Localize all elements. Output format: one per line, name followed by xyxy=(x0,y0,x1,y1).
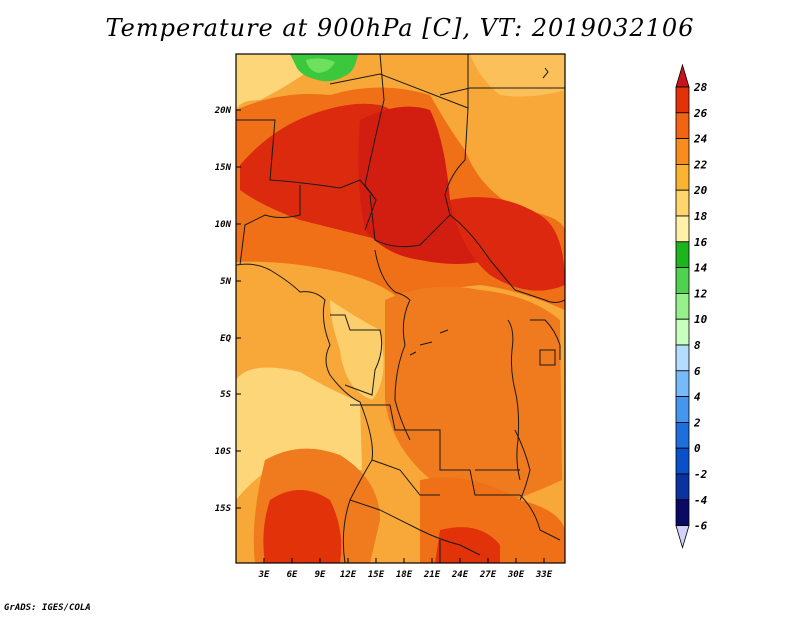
colorbar-label: 10 xyxy=(694,313,708,326)
colorbar-label: 26 xyxy=(693,107,708,120)
colorbar-swatch xyxy=(675,499,690,526)
colorbar-swatch xyxy=(675,344,690,372)
colorbar-swatch xyxy=(675,292,690,320)
lat-label: 10N xyxy=(215,220,232,230)
country-boundaries xyxy=(236,54,565,563)
colorbar-over-arrow xyxy=(675,63,690,88)
colorbar-swatch xyxy=(675,241,690,269)
lat-label: 10S xyxy=(215,447,232,457)
lon-label: 18E xyxy=(396,570,413,580)
colorbar-label: 18 xyxy=(694,210,708,223)
lat-label: 15N xyxy=(215,163,232,173)
colorbar-label: -6 xyxy=(694,520,708,533)
colorbar-swatch xyxy=(675,421,690,449)
colorbar-label: 28 xyxy=(693,81,708,94)
map-title: Temperature at 900hPa [C], VT: 201903210… xyxy=(105,14,695,42)
lon-label: 27E xyxy=(479,570,497,580)
colorbar-label: 20 xyxy=(693,184,708,197)
lat-label: 15S xyxy=(215,504,232,514)
colorbar-under-arrow xyxy=(675,525,690,550)
temperature-field xyxy=(236,54,565,563)
colorbar-label: 6 xyxy=(694,365,701,378)
colorbar-swatch xyxy=(675,189,690,217)
lat-label: 20N xyxy=(214,106,232,116)
lon-label: 33E xyxy=(535,570,553,580)
colorbar-swatch xyxy=(675,473,690,501)
colorbar-swatch xyxy=(675,447,690,475)
lon-label: 30E xyxy=(507,570,525,580)
colorbar-swatch xyxy=(675,318,690,346)
colorbar-label: 14 xyxy=(694,262,708,275)
lon-label: 6E xyxy=(287,570,298,580)
colorbar-label: 12 xyxy=(694,287,708,300)
lat-axis: 20N 15N 10N 5N EQ 5S 10S 15S xyxy=(214,106,232,514)
credit-label: GrADS: IGES/COLA xyxy=(4,603,91,613)
lon-label: 15E xyxy=(368,570,385,580)
lon-label: 9E xyxy=(315,570,326,580)
lat-label: 5S xyxy=(220,390,231,400)
colorbar-swatch xyxy=(675,267,690,294)
colorbar-label: -4 xyxy=(694,494,708,507)
lon-axis: 3E 6E 9E 12E 15E 18E 21E 24E 27E 30E 33E xyxy=(258,570,553,580)
colorbar-swatch xyxy=(675,86,690,114)
lon-label: 3E xyxy=(258,570,270,580)
colorbar-swatch xyxy=(675,396,690,423)
colorbar-label: -2 xyxy=(694,468,708,481)
colorbar-label: 4 xyxy=(694,391,701,404)
colorbar-label: 0 xyxy=(694,442,701,455)
colorbar-swatch xyxy=(675,215,690,243)
lon-label: 12E xyxy=(340,570,357,580)
colorbar-swatch xyxy=(675,138,690,165)
colorbar-label: 24 xyxy=(693,133,708,146)
lat-label: EQ xyxy=(220,334,231,344)
lat-label: 5N xyxy=(220,277,231,287)
lon-label: 24E xyxy=(451,570,469,580)
colorbar-swatch xyxy=(675,112,690,140)
colorbar-swatch xyxy=(675,163,690,191)
colorbar-label: 16 xyxy=(694,236,708,249)
colorbar-swatch xyxy=(675,370,690,397)
map-frame xyxy=(235,53,566,564)
lon-label: 21E xyxy=(423,570,441,580)
colorbar-label: 22 xyxy=(693,158,708,171)
colorbar-label: 8 xyxy=(694,339,701,352)
colorbar-label: 2 xyxy=(693,416,701,429)
